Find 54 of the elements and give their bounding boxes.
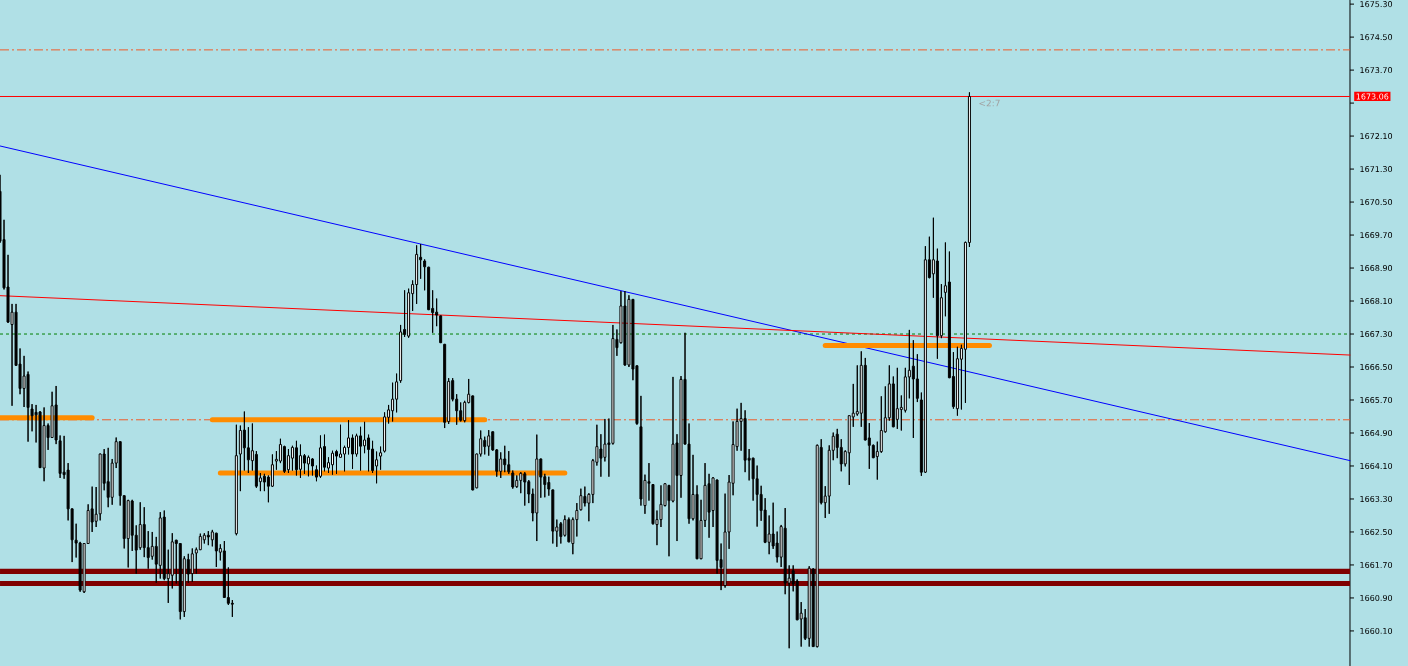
y-tick-label: 1664.10 [1360, 462, 1393, 469]
y-tick-label: 1668.10 [1360, 298, 1393, 305]
candlestick [318, 434, 322, 479]
y-tick-label: 1661.70 [1360, 561, 1393, 568]
candlestick [535, 434, 539, 542]
y-tick-label: 1664.90 [1360, 429, 1393, 437]
candlestick [515, 474, 519, 489]
y-tick-label: 1660.90 [1360, 594, 1393, 601]
candlestick [286, 448, 290, 474]
y-tick-label: 1660.10 [1360, 627, 1393, 634]
ref-line-label: 1673.06 [1356, 93, 1389, 100]
y-tick-label: 1665.70 [1360, 396, 1393, 404]
candlestick [359, 426, 363, 472]
candlestick [98, 453, 102, 521]
y-tick-label: 1674.50 [1360, 34, 1393, 41]
candlestick [126, 499, 130, 568]
candlestick [94, 486, 98, 528]
candlestick [310, 457, 314, 476]
candlestick [190, 547, 194, 583]
y-tick-label: 1671.30 [1360, 166, 1393, 173]
candlestick [206, 530, 210, 546]
candlestick [443, 343, 447, 429]
annotation: <2:7 [979, 99, 1000, 107]
candlestick [379, 446, 383, 471]
candlestick [42, 406, 46, 482]
y-tick-label: 1667.30 [1360, 330, 1393, 338]
y-tick-label: 1662.50 [1360, 528, 1393, 535]
candlestick [178, 542, 182, 620]
candlestick [106, 447, 110, 508]
y-tick-label: 1668.90 [1360, 265, 1393, 272]
y-tick-label: 1663.30 [1360, 495, 1393, 502]
candlestick [290, 445, 294, 472]
candlestick [807, 565, 811, 648]
candlestick [511, 470, 515, 490]
candlestick [214, 532, 218, 568]
y-tick-label: 1670.50 [1360, 199, 1393, 206]
candlestick [294, 440, 298, 476]
candlestick [955, 346, 959, 417]
candlestick [507, 450, 511, 475]
candlestick [158, 511, 162, 580]
y-tick-label: 1673.70 [1360, 67, 1393, 74]
candlestick [487, 429, 491, 457]
y-tick-label: 1669.70 [1360, 232, 1393, 239]
candlestick [306, 455, 310, 477]
candlestick [623, 290, 627, 367]
y-tick-label: 1666.50 [1360, 363, 1393, 371]
candlestick [331, 450, 334, 476]
candlestick [523, 471, 527, 507]
candlestick [895, 367, 899, 430]
candlestick [423, 258, 427, 291]
candlestick [298, 444, 302, 479]
candlestick [234, 424, 238, 536]
y-tick-label: 1675.30 [1360, 1, 1393, 8]
y-tick-label: 1672.10 [1360, 133, 1393, 140]
